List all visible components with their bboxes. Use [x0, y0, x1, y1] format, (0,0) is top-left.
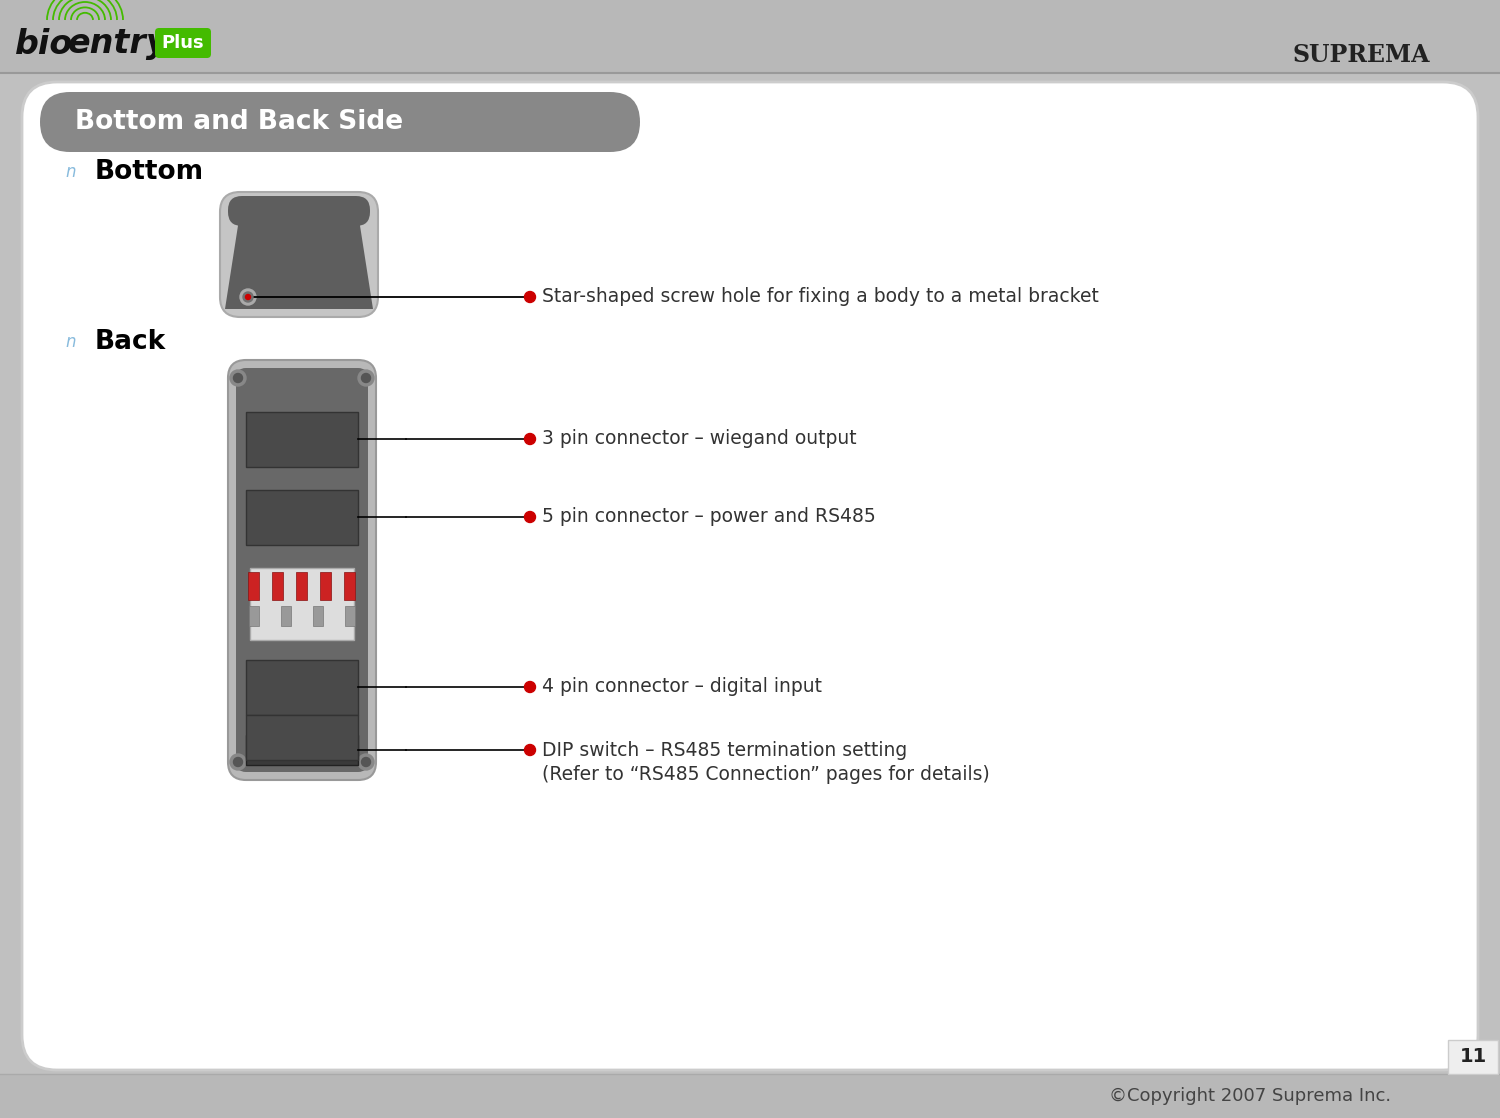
Bar	[280, 606, 291, 626]
Bar	[272, 572, 284, 600]
Polygon shape	[225, 200, 374, 309]
Text: Star-shaped screw hole for fixing a body to a metal bracket: Star-shaped screw hole for fixing a body…	[542, 287, 1100, 306]
Bar	[320, 572, 332, 600]
Circle shape	[358, 754, 374, 770]
Bar	[0, 0, 1500, 73]
Text: Bottom: Bottom	[94, 159, 204, 184]
Circle shape	[358, 370, 374, 386]
Circle shape	[230, 754, 246, 770]
Circle shape	[525, 682, 536, 692]
Circle shape	[362, 758, 370, 767]
Circle shape	[240, 288, 256, 305]
FancyBboxPatch shape	[40, 92, 640, 152]
Circle shape	[246, 294, 250, 300]
Circle shape	[525, 292, 536, 303]
Text: 5 pin connector – power and RS485: 5 pin connector – power and RS485	[542, 508, 876, 527]
Text: n: n	[64, 333, 75, 351]
Text: n: n	[64, 163, 75, 181]
Circle shape	[230, 370, 246, 386]
Circle shape	[243, 292, 254, 302]
Text: 3 pin connector – wiegand output: 3 pin connector – wiegand output	[542, 429, 856, 448]
Text: ©Copyright 2007 Suprema Inc.: ©Copyright 2007 Suprema Inc.	[1108, 1087, 1390, 1105]
Circle shape	[525, 745, 536, 756]
FancyBboxPatch shape	[228, 360, 376, 780]
Circle shape	[362, 373, 370, 382]
Bar	[345, 606, 355, 626]
Bar	[246, 660, 358, 716]
Bar	[246, 413, 358, 467]
Bar	[296, 572, 307, 600]
Text: (Refer to “RS485 Connection” pages for details): (Refer to “RS485 Connection” pages for d…	[542, 765, 990, 784]
Circle shape	[525, 512, 536, 522]
Text: DIP switch – RS485 termination setting: DIP switch – RS485 termination setting	[542, 740, 908, 759]
Text: 11: 11	[1460, 1048, 1486, 1067]
Circle shape	[525, 434, 536, 445]
Text: 4 pin connector – digital input: 4 pin connector – digital input	[542, 678, 822, 697]
Text: bio: bio	[15, 28, 74, 60]
Bar	[246, 735, 358, 765]
Text: Plus: Plus	[162, 34, 204, 53]
Text: Bottom and Back Side: Bottom and Back Side	[75, 108, 404, 135]
FancyBboxPatch shape	[228, 196, 370, 226]
FancyBboxPatch shape	[22, 82, 1478, 1070]
Bar	[249, 606, 259, 626]
Circle shape	[234, 373, 243, 382]
Bar	[0, 1074, 1500, 1118]
Bar	[314, 606, 322, 626]
Bar	[246, 716, 358, 760]
Bar	[248, 572, 259, 600]
FancyBboxPatch shape	[236, 368, 368, 773]
Text: entry: entry	[68, 28, 168, 60]
Circle shape	[234, 758, 243, 767]
Bar	[251, 568, 354, 639]
FancyBboxPatch shape	[1448, 1040, 1498, 1074]
Text: Back: Back	[94, 329, 166, 356]
FancyBboxPatch shape	[220, 192, 378, 318]
FancyBboxPatch shape	[154, 28, 212, 58]
Bar	[246, 490, 358, 544]
Text: SUPREMA: SUPREMA	[1293, 42, 1430, 67]
Bar	[344, 572, 355, 600]
